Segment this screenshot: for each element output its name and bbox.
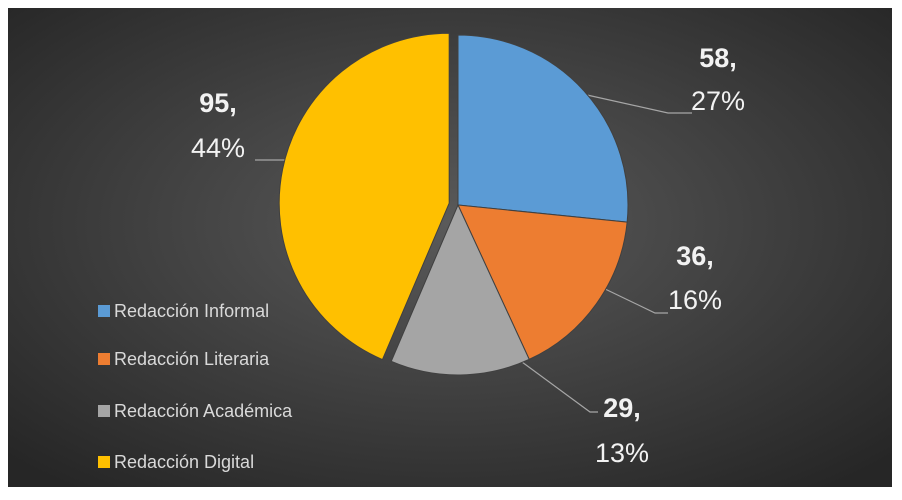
pie-slice	[390, 203, 530, 376]
pie-slice	[457, 204, 628, 361]
legend-label: Redacción Literaria	[114, 349, 270, 369]
leader-line	[602, 287, 668, 314]
data-label-value: 58,	[699, 43, 737, 73]
pie-slice	[457, 34, 629, 223]
data-label-value: 95,	[199, 88, 237, 118]
data-label-percent: 16%	[668, 285, 722, 315]
legend-label: Redacción Informal	[114, 301, 269, 321]
data-label-percent: 27%	[691, 86, 745, 116]
leader-line	[521, 361, 598, 413]
data-label-percent: 44%	[191, 133, 245, 163]
leader-line	[586, 94, 692, 114]
data-label-value: 29,	[603, 393, 641, 423]
legend-label: Redacción Digital	[114, 452, 254, 472]
legend-swatch	[98, 405, 110, 417]
data-label-percent: 13%	[595, 438, 649, 468]
legend-swatch	[98, 305, 110, 317]
data-label-value: 36,	[676, 241, 714, 271]
legend-swatch	[98, 353, 110, 365]
legend-label: Redacción Académica	[114, 401, 293, 421]
pie-slice	[278, 32, 450, 361]
legend-swatch	[98, 456, 110, 468]
